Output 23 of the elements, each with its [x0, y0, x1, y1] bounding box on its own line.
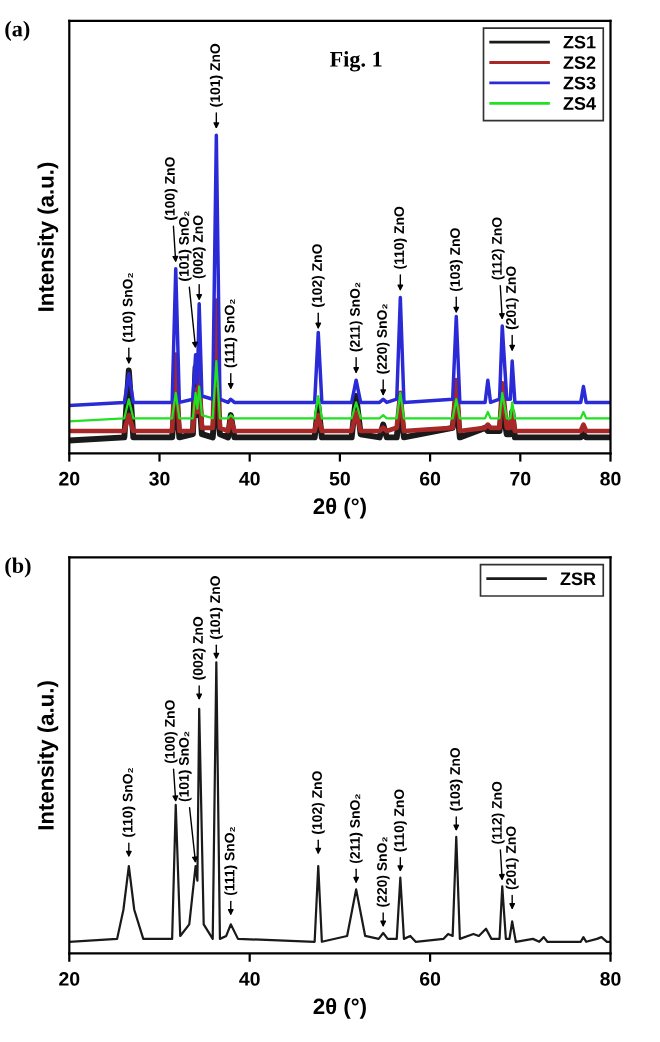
legend-label: ZS3 [563, 76, 596, 90]
x-tick-label: 60 [420, 471, 441, 486]
x-tick-label: 20 [59, 471, 80, 486]
caption: Fig. 1 [329, 51, 382, 72]
y-axis-title: Intensity (a.u.) [37, 681, 59, 830]
legend-label: ZS1 [563, 35, 596, 49]
x-tick-label: 20 [59, 972, 80, 986]
x-axis-title: 2θ (°) [313, 997, 366, 1019]
x-tick-label: 70 [510, 471, 531, 486]
legend-label: ZSR [560, 572, 596, 586]
chart-title: (a) [5, 20, 30, 41]
x-tick-label: 80 [600, 471, 621, 486]
chart-title: (b) [5, 557, 31, 578]
x-tick-label: 80 [600, 972, 621, 986]
x-tick-label: 40 [239, 471, 260, 486]
x-tick-label: 60 [420, 972, 441, 986]
x-tick-label: 50 [329, 471, 350, 486]
x-axis-title: 2θ (°) [313, 497, 366, 519]
y-axis-title: Intensity (a.u.) [37, 162, 59, 311]
legend-label: ZS2 [563, 56, 596, 69]
legend-label: ZS4 [563, 97, 596, 110]
x-tick-label: 40 [239, 972, 260, 986]
x-tick-label: 30 [149, 471, 170, 486]
